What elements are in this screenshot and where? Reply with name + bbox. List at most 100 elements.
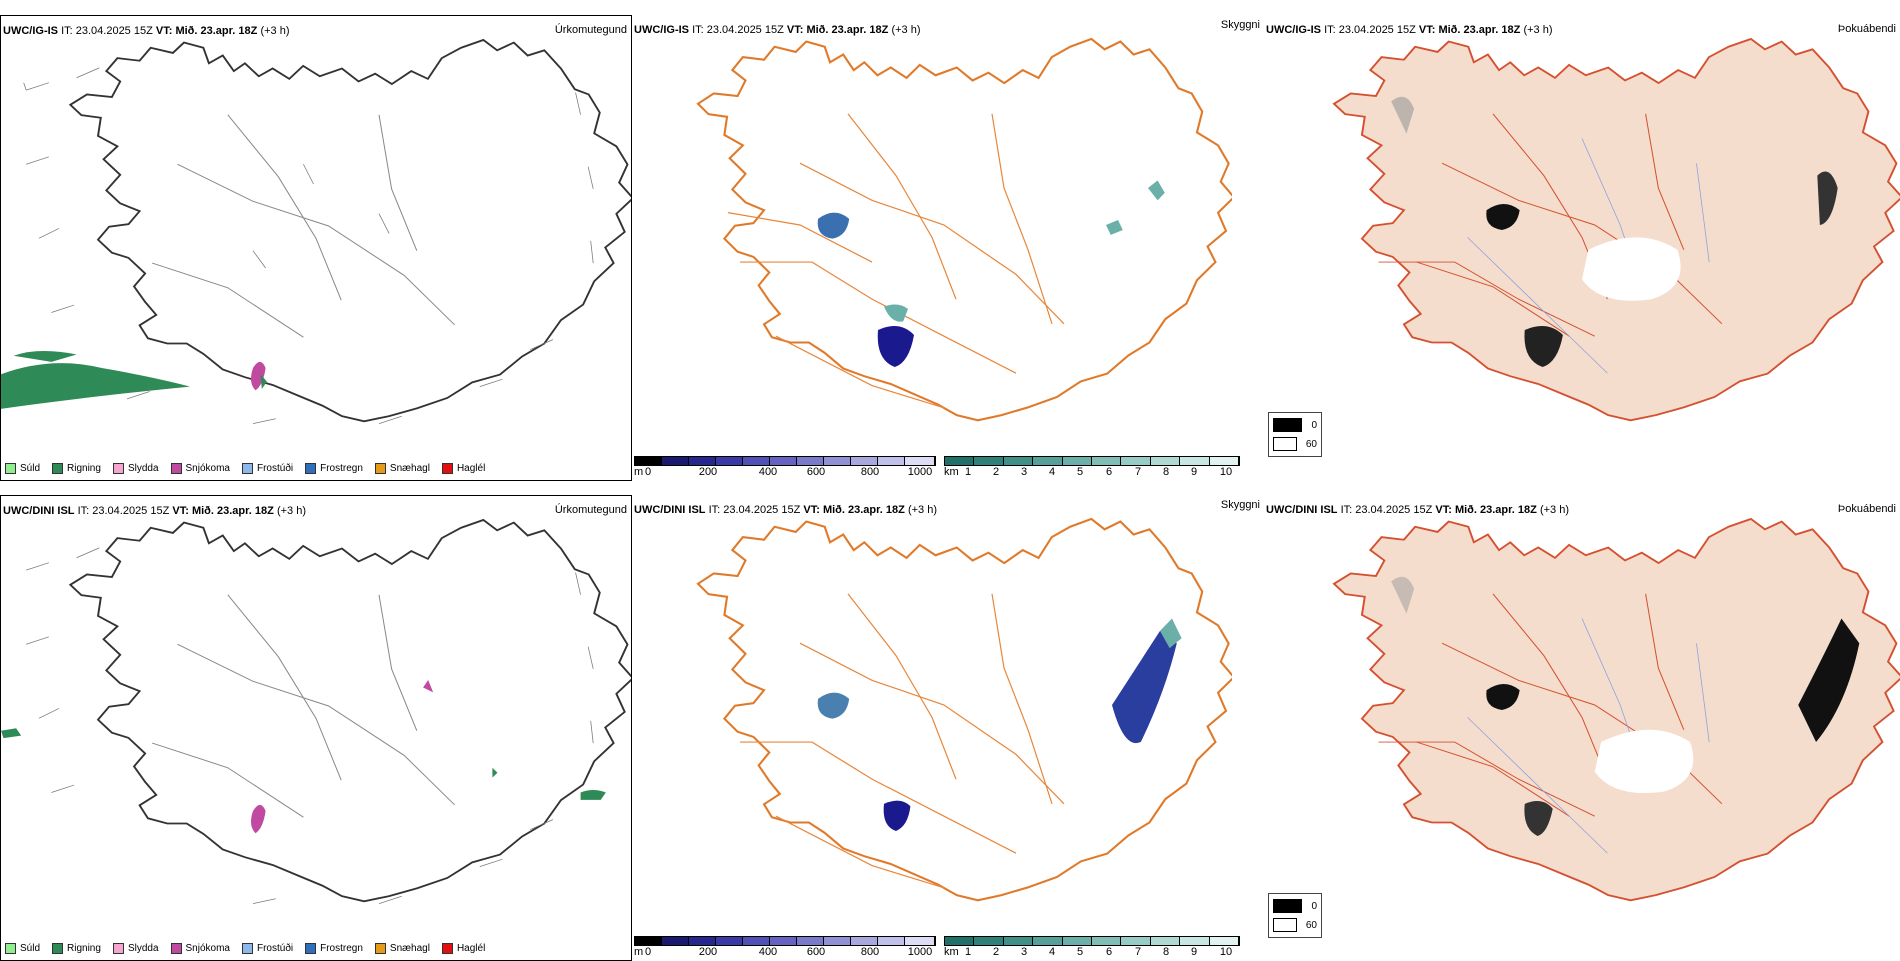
header-row2-visibility: UWC/DINI ISL IT: 23.04.2025 15Z VT: Mið.… xyxy=(634,504,937,516)
legend-swatch xyxy=(112,463,124,474)
legend-swatch xyxy=(52,943,64,954)
iceland-fog-map xyxy=(1332,37,1900,422)
colorbar-unit: m xyxy=(634,946,644,958)
tick-label: 5 xyxy=(1076,946,1084,958)
tick-label: 400 xyxy=(758,946,778,958)
tick-label: 5 xyxy=(1076,466,1084,478)
legend-swatch xyxy=(5,463,16,474)
legend-item: Rigning xyxy=(52,463,101,474)
tick-label: 7 xyxy=(1134,466,1142,478)
panel-title-fog: Þokuábendi xyxy=(1837,23,1896,35)
header-row2: UWC/DINI ISL IT: 23.04.2025 15Z VT: Mið.… xyxy=(3,505,306,517)
tick-label: 1000 xyxy=(907,466,933,478)
legend-swatch xyxy=(305,943,317,954)
legend-swatch xyxy=(1273,418,1303,432)
legend-swatch xyxy=(170,943,182,954)
legend-item: 60 xyxy=(1273,918,1317,932)
tick-label: 10 xyxy=(1219,466,1233,478)
iceland-precip-map xyxy=(1,518,631,905)
legend-swatch xyxy=(374,463,386,474)
fog-legend-row1: 0 60 xyxy=(1268,412,1322,457)
header-row1-visibility: UWC/IG-IS IT: 23.04.2025 15Z VT: Mið. 23… xyxy=(634,24,921,36)
colorbar-unit: m xyxy=(634,466,644,478)
panel-title-visibility: Skyggni xyxy=(1220,19,1260,31)
colorbar-strip xyxy=(944,456,1240,466)
iceland-precip-map xyxy=(1,38,631,425)
tick-label: 800 xyxy=(860,466,880,478)
legend-item: Rigning xyxy=(52,943,101,954)
tick-label: 3 xyxy=(1020,946,1028,958)
legend-swatch xyxy=(374,943,386,954)
tick-label: 6 xyxy=(1105,946,1113,958)
legend-item: Snæhagl xyxy=(374,943,430,954)
tick-label: 0 xyxy=(644,946,652,958)
visibility-panel-row2: UWC/DINI ISL IT: 23.04.2025 15Z VT: Mið.… xyxy=(632,495,1264,961)
legend-item: 0 xyxy=(1273,899,1317,913)
point-label: 62 xyxy=(938,389,950,400)
panel-title-precip: Úrkomutegund xyxy=(554,24,627,36)
tick-label: 600 xyxy=(806,466,826,478)
tick-label: 0 xyxy=(644,466,652,478)
tick-label: 4 xyxy=(1048,466,1056,478)
legend-swatch xyxy=(5,943,16,954)
visibility-m-colorbar: m 0 200 400 600 800 1000 xyxy=(634,936,936,960)
iceland-visibility-map xyxy=(696,37,1232,422)
legend-swatch xyxy=(1273,437,1297,451)
legend-swatch xyxy=(241,943,253,954)
tick-label: 8 xyxy=(1162,466,1170,478)
panel-title-fog: Þokuábendi xyxy=(1837,503,1896,515)
tick-label: 4 xyxy=(1048,946,1056,958)
tick-label: 9 xyxy=(1190,466,1198,478)
visibility-panel-row1: UWC/IG-IS IT: 23.04.2025 15Z VT: Mið. 23… xyxy=(632,15,1264,481)
legend-item: Haglél xyxy=(441,943,485,954)
legend-item: Frostúði xyxy=(241,943,293,954)
iceland-visibility-map xyxy=(696,517,1232,902)
visibility-km-colorbar: km 1 2 3 4 5 6 7 8 9 10 xyxy=(944,936,1240,960)
visibility-km-colorbar: km 1 2 3 4 5 6 7 8 9 10 xyxy=(944,456,1240,480)
legend-item: Súld xyxy=(5,463,40,474)
point-label: 63 xyxy=(940,353,952,364)
panel-title-precip: Úrkomutegund xyxy=(554,504,627,516)
tick-label: 1000 xyxy=(907,946,933,958)
legend-swatch xyxy=(52,463,64,474)
iceland-fog-map xyxy=(1332,517,1900,902)
legend-item: Frostregn xyxy=(305,943,363,954)
tick-label: 2 xyxy=(992,466,1000,478)
tick-label: 200 xyxy=(698,466,718,478)
legend-swatch xyxy=(441,943,453,954)
fog-panel-row2: UWC/DINI ISL IT: 23.04.2025 15Z VT: Mið.… xyxy=(1264,495,1900,961)
precip-legend: Súld Rigning Slydda Snjókoma Frostúði Fr… xyxy=(5,943,485,954)
legend-swatch xyxy=(305,463,317,474)
fog-legend-row2: 0 60 xyxy=(1268,893,1322,938)
legend-swatch xyxy=(1273,918,1297,932)
legend-item: Snjókoma xyxy=(170,463,230,474)
legend-swatch xyxy=(170,463,182,474)
legend-item: Frostúði xyxy=(241,463,293,474)
tick-label: 600 xyxy=(806,946,826,958)
colorbar-unit: km xyxy=(944,946,959,958)
header-row1: UWC/IG-IS IT: 23.04.2025 15Z VT: Mið. 23… xyxy=(3,25,290,37)
header-row2-fog: UWC/DINI ISL IT: 23.04.2025 15Z VT: Mið.… xyxy=(1266,504,1569,516)
point-label: 27 xyxy=(937,853,949,864)
tick-label: 1 xyxy=(964,466,972,478)
colorbar-strip xyxy=(634,936,936,946)
precip-panel-row1: UWC/IG-IS IT: 23.04.2025 15Z VT: Mið. 23… xyxy=(0,15,632,481)
tick-label: 9 xyxy=(1190,946,1198,958)
legend-swatch xyxy=(241,463,253,474)
header-row1-fog: UWC/IG-IS IT: 23.04.2025 15Z VT: Mið. 23… xyxy=(1266,24,1553,36)
tick-label: 800 xyxy=(860,946,880,958)
legend-swatch xyxy=(1273,899,1303,913)
legend-item: 0 xyxy=(1273,418,1317,432)
tick-label: 1 xyxy=(964,946,972,958)
tick-label: 10 xyxy=(1219,946,1233,958)
tick-label: 200 xyxy=(698,946,718,958)
legend-item: Snjókoma xyxy=(170,943,230,954)
legend-swatch xyxy=(441,463,453,474)
visibility-m-colorbar: m 0 200 400 600 800 1000 xyxy=(634,456,936,480)
legend-item: Slydda xyxy=(112,943,159,954)
tick-label: 3 xyxy=(1020,466,1028,478)
legend-item: Haglél xyxy=(441,463,485,474)
legend-item: Snæhagl xyxy=(374,463,430,474)
tick-label: 6 xyxy=(1105,466,1113,478)
panel-title-visibility: Skyggni xyxy=(1220,499,1260,511)
